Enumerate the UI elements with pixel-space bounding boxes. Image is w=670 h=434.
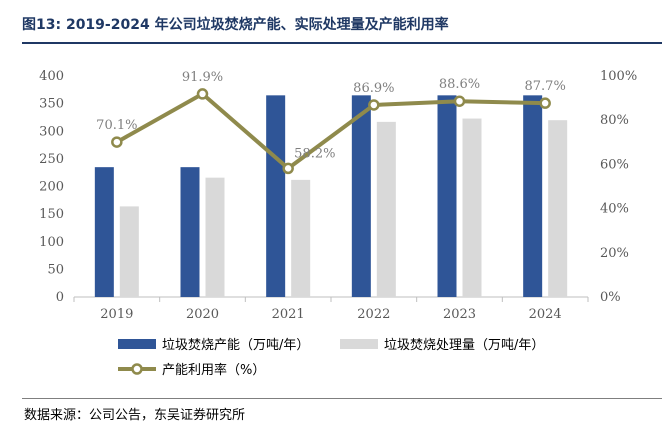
- throughput-bar: [291, 179, 311, 297]
- chart: 0 50 100 150 200 250 300 350 400 0% 20% 40% 60% 80% 10…: [39, 69, 637, 378]
- utilization-point: [453, 95, 466, 107]
- capacity-bar: [180, 167, 200, 297]
- capacity-bar: [94, 167, 114, 297]
- utilization-data-label: 87.7%: [525, 79, 566, 94]
- legend-label-capacity: 垃圾焚烧产能（万吨/年）: [162, 338, 309, 353]
- utilization-line: [115, 91, 546, 171]
- chart-line: [111, 88, 551, 175]
- title-rule: [22, 42, 662, 44]
- capacity-bar: [523, 95, 543, 298]
- utilization-data-label: 88.6%: [439, 77, 480, 92]
- y-tick-label: 200: [39, 180, 64, 195]
- utilization-point: [368, 99, 380, 111]
- y2-tick-label: 60%: [600, 157, 629, 172]
- legend-swatch-throughput: [340, 339, 378, 349]
- x-tick-label: 2020: [186, 307, 219, 322]
- legend-marker-utilization: [131, 363, 143, 375]
- legend-label-throughput: 垃圾焚烧处理量（万吨/年）: [384, 338, 544, 353]
- utilization-data-label: 86.9%: [353, 81, 394, 96]
- throughput-bar: [205, 177, 225, 297]
- source-note: 数据来源：公司公告，东吴证券研究所: [24, 408, 246, 423]
- source-rule: [22, 398, 662, 399]
- x-tick-label: 2021: [272, 307, 305, 322]
- utilization-data-label: 58.2%: [294, 146, 335, 161]
- y-tick-label: 400: [39, 69, 64, 84]
- y2-tick-label: 80%: [600, 113, 629, 128]
- utilization-point: [539, 97, 551, 109]
- utilization-data-label: 91.9%: [182, 70, 223, 85]
- legend-swatch-capacity: [118, 339, 156, 349]
- utilization-point: [111, 136, 123, 148]
- y2-tick-label: 20%: [600, 246, 629, 261]
- capacity-bar: [437, 95, 457, 298]
- y-tick-label: 150: [39, 207, 64, 222]
- chart-bars: [94, 95, 568, 298]
- x-tick-label: 2022: [357, 307, 390, 322]
- y-tick-label: 250: [39, 152, 64, 167]
- x-tick-label: 2023: [443, 307, 476, 322]
- y-tick-label: 100: [39, 235, 64, 250]
- chart-data-labels: 70.1% 91.9% 58.2% 86.9% 88.6% 87.7%: [96, 70, 566, 161]
- capacity-bar: [351, 95, 371, 298]
- legend-label-utilization: 产能利用率（%）: [162, 362, 265, 378]
- figure-title: 图13: 2019-2024 年公司垃圾焚烧产能、实际处理量及产能利用率: [22, 17, 449, 33]
- utilization-data-label: 70.1%: [96, 118, 137, 133]
- y2-tick-label: 40%: [600, 202, 629, 217]
- x-tick-label: 2024: [529, 307, 562, 322]
- chart-legend: 垃圾焚烧产能（万吨/年） 垃圾焚烧处理量（万吨/年） 产能利用率（%）: [118, 338, 544, 378]
- utilization-point: [282, 162, 294, 175]
- y2-tick-label: 0%: [600, 290, 621, 305]
- capacity-bar: [266, 95, 286, 298]
- cut-off-line: [24, 428, 624, 434]
- x-tick-label: 2019: [100, 307, 133, 322]
- y-tick-label: 350: [39, 97, 64, 112]
- y-tick-label: 0: [56, 290, 64, 305]
- throughput-bar: [119, 206, 139, 297]
- throughput-bar: [376, 121, 396, 297]
- chart-axes: 0 50 100 150 200 250 300 350 400 0% 20% 40% 60% 80% 10…: [39, 69, 637, 322]
- y-tick-label: 50: [47, 262, 64, 277]
- throughput-bar: [548, 120, 568, 297]
- y-tick-label: 300: [39, 124, 64, 139]
- throughput-bar: [462, 118, 482, 297]
- y2-tick-label: 100%: [600, 69, 637, 84]
- utilization-point: [196, 88, 209, 100]
